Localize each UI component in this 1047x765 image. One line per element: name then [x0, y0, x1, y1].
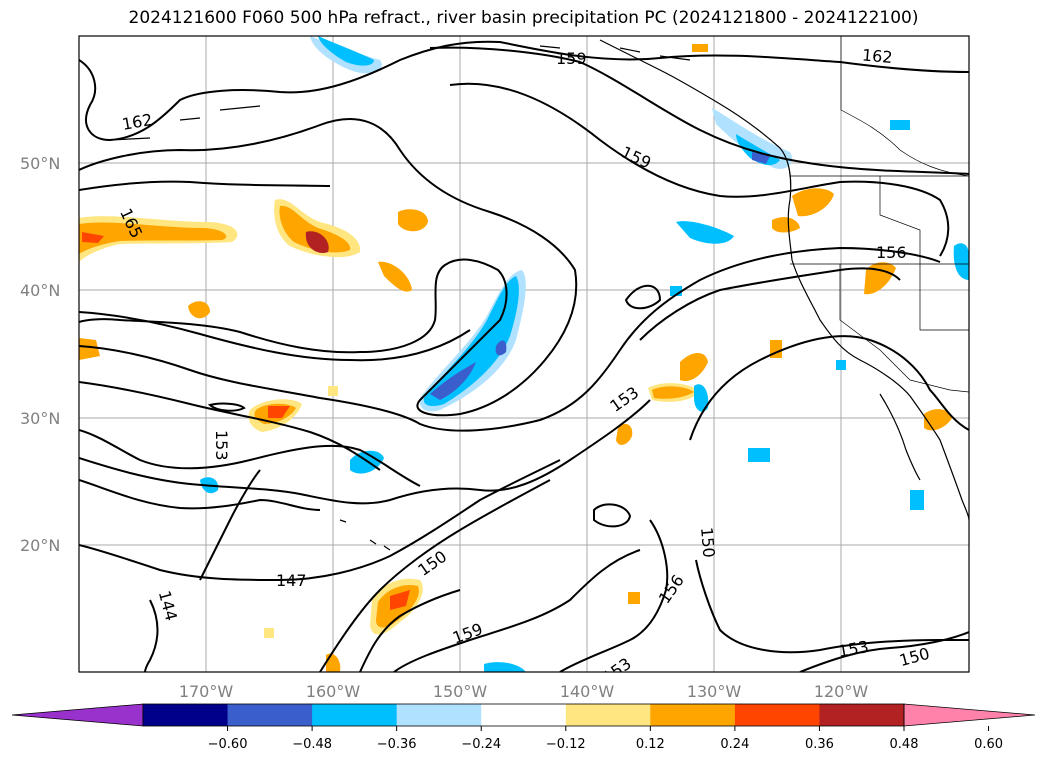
colorbar: −0.60 −0.48 −0.36 −0.24 −0.12 0.12 0.24 0.36 0.4…: [11, 703, 1036, 752]
contour-label: 156: [876, 243, 907, 262]
colorbar-segment: [565, 704, 651, 726]
colorbar-segment: [481, 704, 567, 726]
latitude-label: 30°N: [20, 409, 60, 428]
contour-label: 147: [276, 571, 307, 590]
latitude-label: 40°N: [20, 281, 60, 300]
colorbar-tick-label: 0.48: [890, 737, 919, 752]
political-borders: [790, 36, 969, 393]
colorbar-segment: [396, 704, 482, 726]
colorbar-tick-label: 0.36: [805, 737, 834, 752]
colorbar-segment: [143, 704, 229, 726]
plot-frame: [78, 35, 970, 673]
colorbar-tick-label: 0.60: [974, 737, 1003, 752]
coastlines: [109, 39, 969, 551]
colorbar-tick-label: −0.48: [292, 737, 332, 752]
colorbar-segment: [227, 704, 313, 726]
colorbar-tick-label: −0.24: [461, 737, 501, 752]
contour-label: 159: [556, 49, 587, 68]
colorbar-extend-high: [903, 703, 1036, 727]
colorbar-tick-label: −0.12: [546, 737, 586, 752]
map-title: 2024121600 F060 500 hPa refract., river …: [128, 8, 919, 28]
longitude-label: 150°W: [433, 682, 488, 701]
colorbar-extend-low: [11, 703, 144, 727]
latitude-label: 20°N: [20, 536, 60, 555]
colorbar-segment: [819, 704, 905, 726]
latitude-label: 50°N: [20, 154, 60, 173]
longitude-label: 130°W: [687, 682, 742, 701]
colorbar-frame: [142, 703, 905, 727]
colorbar-tick-label: 0.12: [636, 737, 665, 752]
longitude-label: 140°W: [560, 682, 615, 701]
contour-label: 162: [861, 45, 893, 67]
refractivity-contours: [79, 40, 969, 672]
longitude-label: 170°W: [179, 682, 234, 701]
contour-label: 153: [212, 430, 231, 461]
colorbar-segment: [312, 704, 398, 726]
colorbar-tick-label: −0.36: [377, 737, 417, 752]
colorbar-segment: [734, 704, 820, 726]
colorbar-tick-label: 0.24: [720, 737, 749, 752]
colorbar-segment: [650, 704, 736, 726]
latitude-labels: 50°N 40°N 30°N 20°N: [20, 154, 60, 555]
longitude-label: 120°W: [814, 682, 869, 701]
longitude-labels: 170°W 160°W 150°W 140°W 130°W 120°W: [179, 682, 869, 701]
colorbar-tick-label: −0.60: [208, 737, 248, 752]
longitude-label: 160°W: [306, 682, 361, 701]
contour-label: 150: [697, 526, 719, 558]
plot-area: [79, 36, 969, 672]
